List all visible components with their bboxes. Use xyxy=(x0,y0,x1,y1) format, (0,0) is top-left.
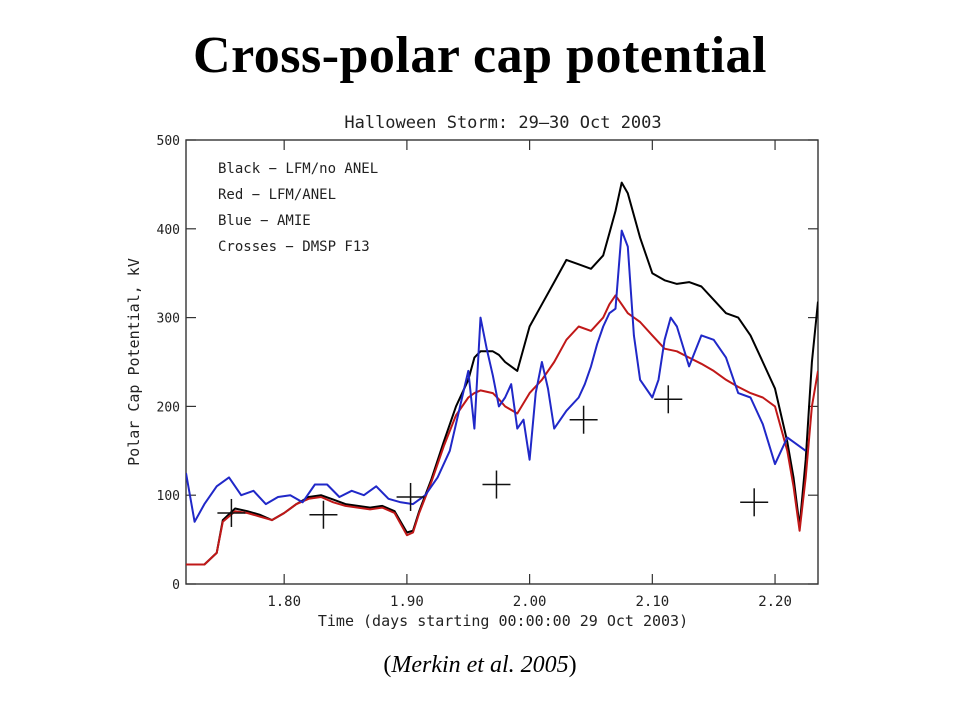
dmsp-cross-marker xyxy=(569,405,598,434)
legend-entry: Blue − AMIE xyxy=(218,213,311,229)
citation-open: ( xyxy=(383,652,392,678)
y-tick-label: 500 xyxy=(157,134,180,149)
series-line-amie xyxy=(186,229,807,523)
x-tick-label: 2.00 xyxy=(513,594,547,610)
legend-entry: Black − LFM/no ANEL xyxy=(218,161,378,177)
dmsp-cross-marker xyxy=(396,482,425,511)
y-tick-label: 300 xyxy=(157,312,180,327)
series-line-lfm-anel xyxy=(186,294,818,566)
citation-text: Merkin et al. 2005 xyxy=(391,652,569,678)
x-tick-label: 1.80 xyxy=(267,594,301,610)
y-tick-label: 0 xyxy=(172,578,180,593)
series-lines xyxy=(186,181,818,566)
y-tick-label: 400 xyxy=(157,223,180,238)
x-tick-label: 2.20 xyxy=(758,594,792,610)
dmsp-crosses xyxy=(217,385,769,529)
dmsp-cross-marker xyxy=(309,500,338,529)
dmsp-cross-marker xyxy=(654,385,683,414)
legend-entry: Crosses − DMSP F13 xyxy=(218,239,370,255)
dmsp-cross-marker xyxy=(740,488,769,517)
x-tick-label: 2.10 xyxy=(635,594,669,610)
slide-title: Cross-polar cap potential xyxy=(193,27,767,84)
citation-close: ) xyxy=(568,652,577,678)
plot-frame xyxy=(185,139,819,585)
x-axis-label: Time (days starting 00:00:00 29 Oct 2003… xyxy=(318,612,688,630)
x-tick-label: 1.90 xyxy=(390,594,424,610)
citation: (Merkin et al. 2005) xyxy=(0,652,960,679)
y-tick-label: 200 xyxy=(157,400,180,415)
dmsp-cross-marker xyxy=(217,498,246,527)
y-axis-label: Polar Cap Potential, kV xyxy=(125,258,143,466)
chart-title: Halloween Storm: 29–30 Oct 2003 xyxy=(344,113,661,133)
legend: Black − LFM/no ANEL Red − LFM/ANEL Blue − … xyxy=(218,161,378,255)
dmsp-cross-marker xyxy=(482,470,511,499)
legend-entry: Red − LFM/ANEL xyxy=(218,187,336,203)
axis-ticks: 1.80 1.90 2.00 2.10 2.20 0 100 200 300 400 500 xyxy=(157,134,818,610)
y-tick-label: 100 xyxy=(157,489,180,504)
